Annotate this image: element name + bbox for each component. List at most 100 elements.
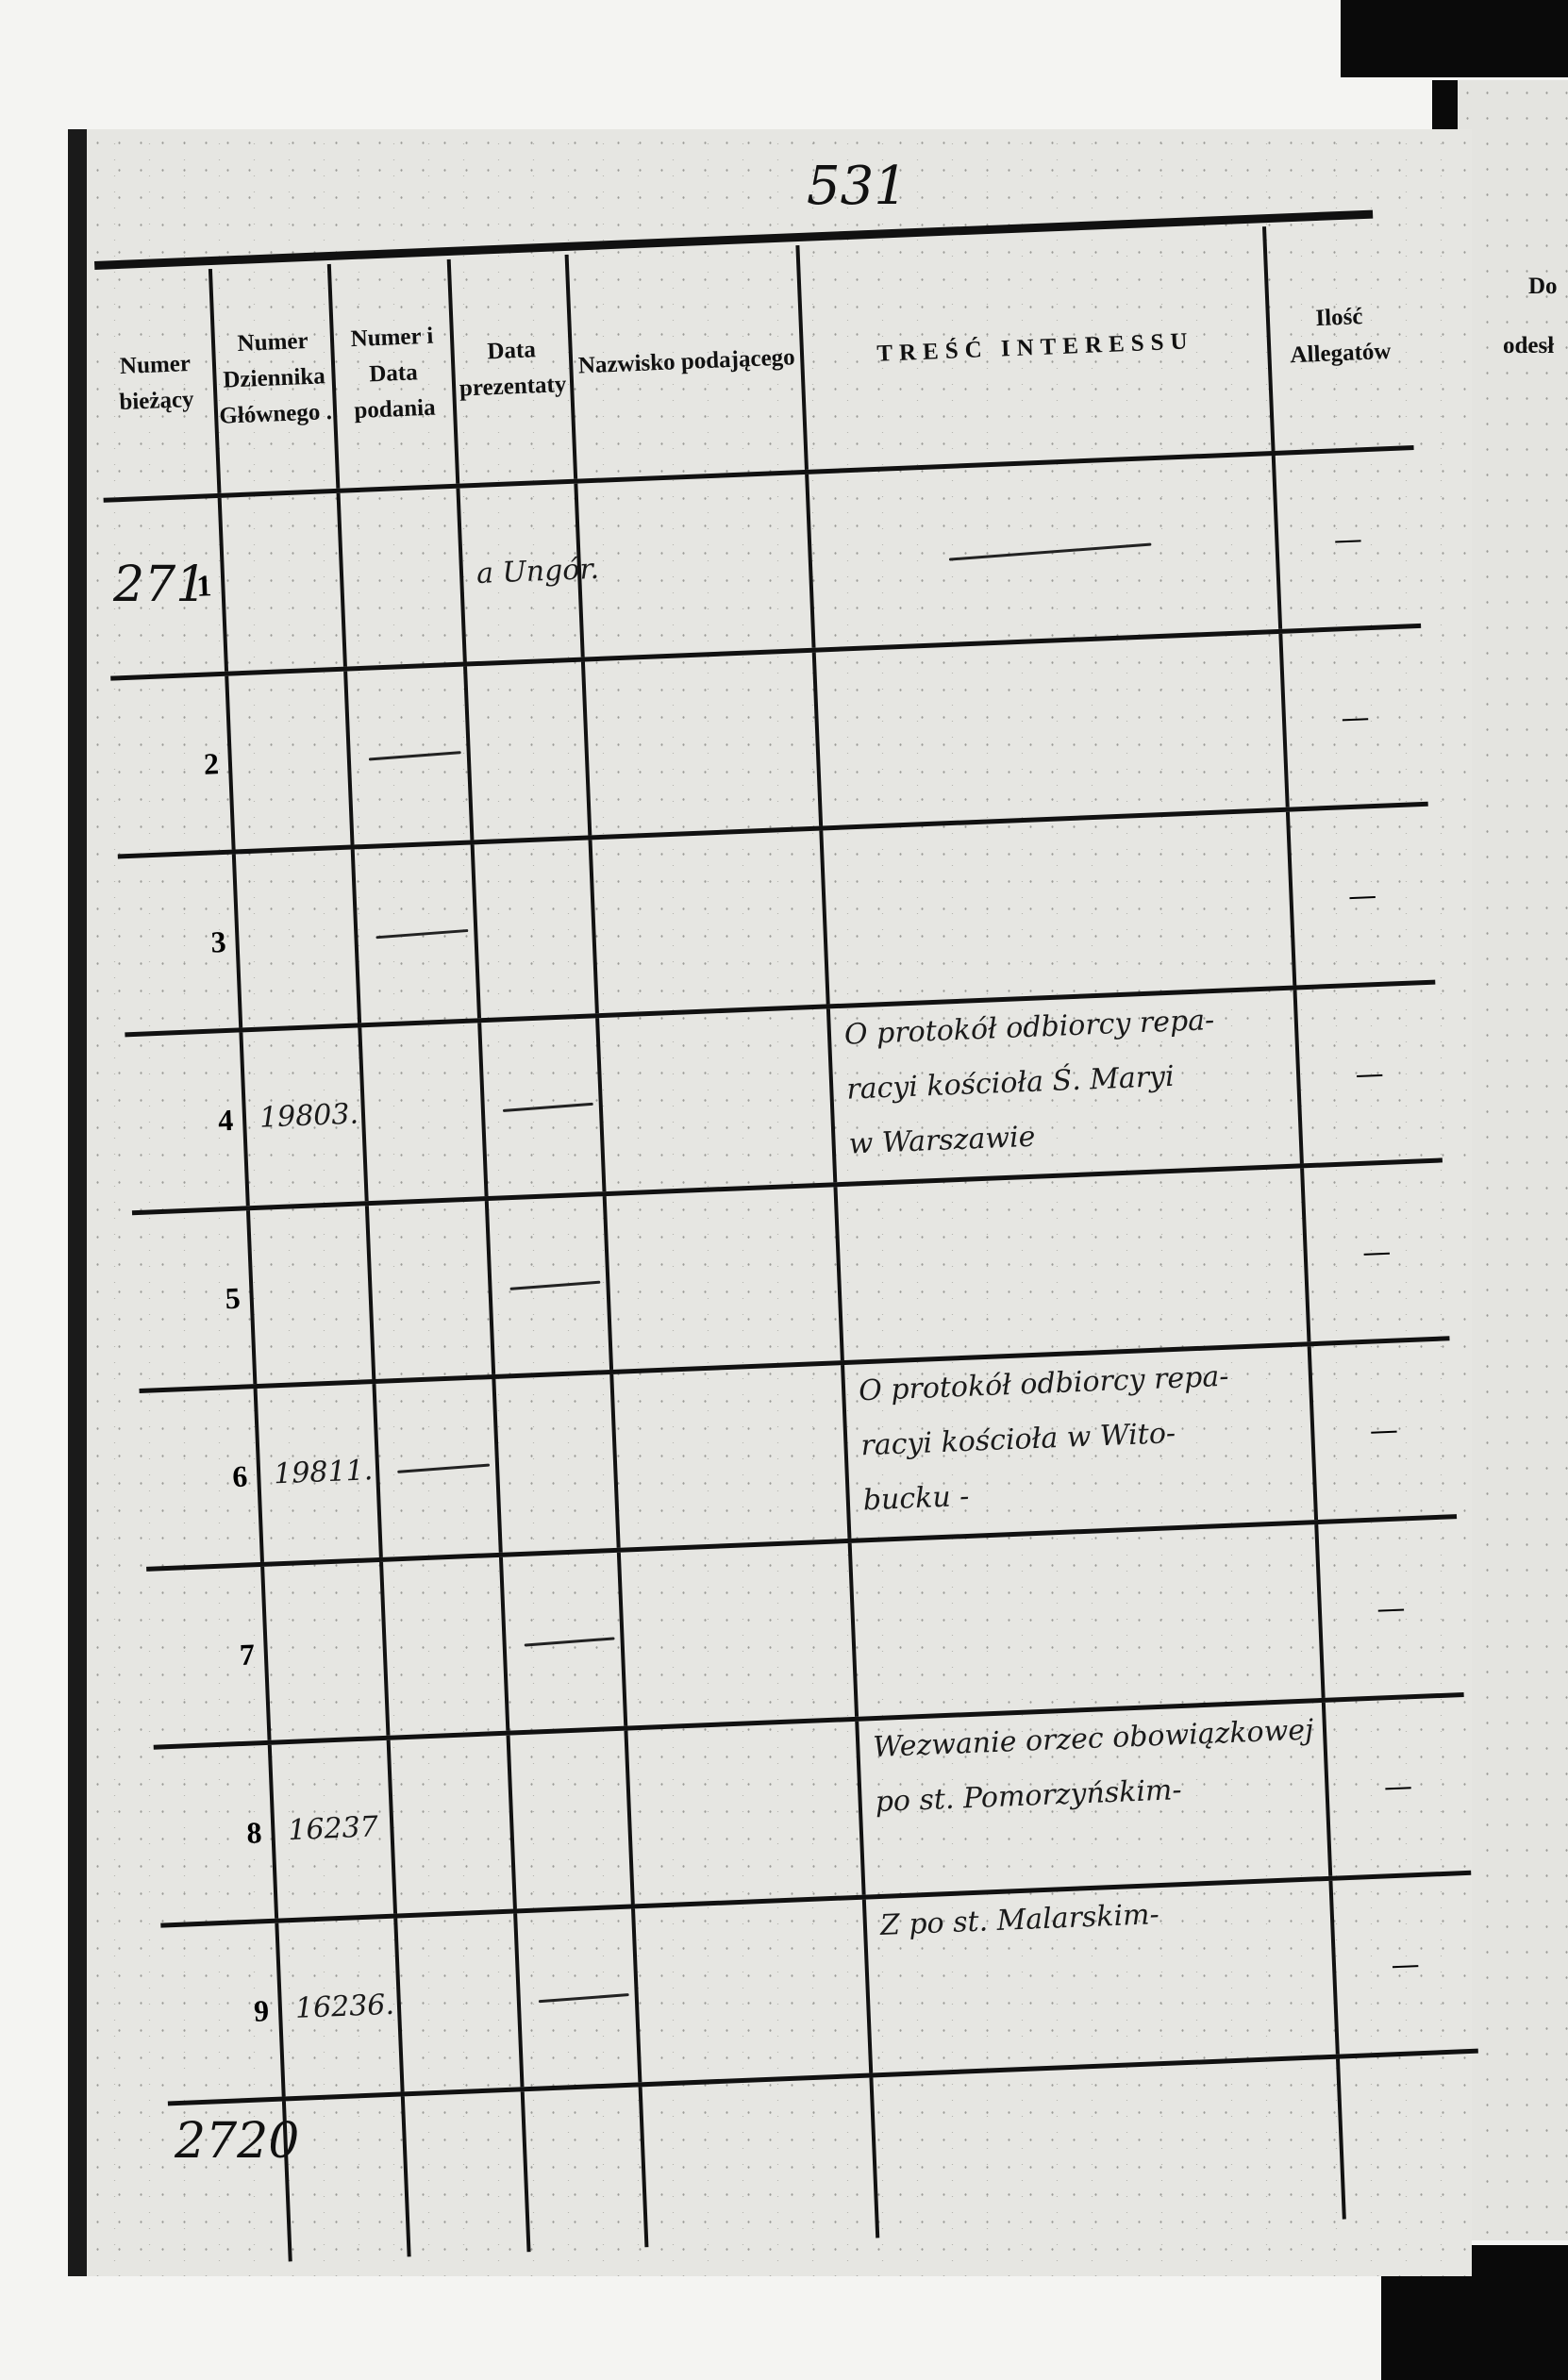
- cell-ilosc-allegatow: [1340, 2054, 1485, 2220]
- cell-value: 9: [253, 1992, 270, 2028]
- cell-numer-i-data-podania: [397, 1913, 525, 2092]
- cell-nazwisko-podajacego: [584, 652, 824, 836]
- header-numer-biezacy: Numer bieżący: [94, 268, 222, 498]
- header-ilosc-allegatow: Ilość Allegatów: [1289, 304, 1392, 369]
- scan-border-top-right: [1341, 0, 1568, 77]
- allegat-count: —: [1376, 1590, 1407, 1626]
- cell-numer-i-data-podania: [354, 844, 482, 1024]
- cell-nazwisko-podajacego: [613, 1365, 852, 1548]
- tresc-line: Z po st. Malarskim-: [879, 1898, 1160, 1942]
- cell-ilosc-allegatow: —: [1326, 1697, 1471, 1876]
- cell-data-prezentaty: [495, 1373, 621, 1553]
- cell-numer-i-data-podania: [390, 1735, 517, 1914]
- cell-numer-dziennika: [228, 671, 355, 850]
- allegat-count: —: [1390, 1947, 1421, 1982]
- cell-numer-biezacy: 8: [153, 1744, 279, 1923]
- cell-tresc-interessu: [873, 2058, 1346, 2239]
- cell-numer-dziennika: 19803.: [242, 1027, 369, 1207]
- cell-numer-i-data-podania: [375, 1378, 503, 1557]
- margin-note-last-entry: 2720: [175, 2113, 300, 2170]
- allegat-count: —: [1347, 878, 1377, 913]
- blank-dash: [369, 750, 462, 760]
- cell-numer-dziennika: [285, 2096, 411, 2262]
- cell-nazwisko-podajacego: [577, 474, 816, 657]
- cell-numer-i-data-podania: [368, 1201, 496, 1379]
- header-data-prezentaty: Data prezentaty: [450, 254, 578, 484]
- cell-ilosc-allegatow: —: [1311, 1340, 1457, 1520]
- cell-nazwisko-podajacego: [620, 1542, 859, 1726]
- allegat-count: —: [1369, 1413, 1399, 1448]
- cell-value: 4: [217, 1102, 234, 1137]
- cell-tresc-interessu: Wezwanie orzec obowiązkowej po st. Pomorz…: [859, 1702, 1333, 1895]
- blank-dash: [509, 1280, 602, 1290]
- allegat-count: —: [1340, 700, 1371, 735]
- cell-numer-i-data-podania: [340, 488, 467, 667]
- allegat-count: —: [1354, 1057, 1385, 1091]
- cell-numer-dziennika: [249, 1206, 376, 1385]
- cell-value: 19811.: [273, 1454, 374, 1491]
- tresc-line: w Warszawie: [847, 1120, 1037, 1161]
- cell-ilosc-allegatow: —: [1332, 1875, 1477, 2055]
- cell-value: 16237: [287, 1810, 379, 1848]
- cell-numer-i-data-podania: [347, 666, 475, 845]
- cell-value: 7: [239, 1636, 256, 1672]
- cell-data-prezentaty: [524, 2087, 649, 2253]
- cell-numer-biezacy: 6: [139, 1389, 264, 1567]
- cell-tresc-interessu: Z po st. Malarskim-: [865, 1880, 1340, 2073]
- allegat-count: —: [1383, 1769, 1413, 1804]
- tresc-line: po st. Pomorzyńskim-: [875, 1773, 1183, 1820]
- page-number: 531: [807, 156, 908, 217]
- cell-value: 8: [245, 1814, 263, 1850]
- cell-ilosc-allegatow: —: [1276, 450, 1421, 629]
- margin-note-first-entry: 271: [113, 557, 208, 613]
- cell-tresc-interessu: [823, 811, 1297, 1005]
- tresc-line: bucku -: [862, 1479, 970, 1518]
- cell-value: 5: [224, 1280, 242, 1315]
- tresc-line: racyi kościoła w Wito-: [859, 1417, 1176, 1463]
- header-numer-dziennika: Numer Dziennika Głównego .: [211, 263, 341, 493]
- cell-nazwisko-podajacego: [592, 830, 830, 1014]
- cell-numer-dziennika: 19811.: [257, 1383, 383, 1562]
- cell-numer-biezacy: 7: [146, 1566, 272, 1745]
- cell-ilosc-allegatow: —: [1318, 1519, 1463, 1698]
- cell-ilosc-allegatow: —: [1290, 807, 1435, 986]
- facing-page-header-top: Do: [1528, 274, 1558, 299]
- cell-numer-i-data-podania: [361, 1023, 489, 1202]
- cell-data-prezentaty: a Ungór.: [459, 483, 600, 662]
- cell-nazwisko-podajacego: [642, 2077, 880, 2248]
- cell-numer-biezacy: 3: [117, 854, 243, 1033]
- cell-numer-biezacy: 4: [125, 1032, 250, 1211]
- cell-numer-biezacy: 2: [110, 675, 236, 855]
- cell-tresc-interessu: [837, 1168, 1311, 1361]
- allegat-count: —: [1361, 1235, 1392, 1270]
- register-page: [68, 129, 1472, 2276]
- header-nazwisko-podajacego: Nazwisko podającego: [568, 244, 809, 479]
- cell-nazwisko-podajacego: [606, 1187, 844, 1370]
- cell-data-prezentaty: [467, 661, 592, 840]
- blank-dash: [503, 1102, 594, 1112]
- cell-data-prezentaty: [488, 1196, 614, 1374]
- cell-data-prezentaty: [509, 1730, 635, 1909]
- cell-numer-i-data-podania: [383, 1556, 510, 1736]
- cell-numer-dziennika: 16237: [271, 1739, 398, 1919]
- cell-tresc-interessu: O protokół odbiorcy repa-racyi kościoła …: [844, 1346, 1319, 1539]
- facing-page-header-bottom: odesł: [1503, 333, 1555, 358]
- cell-value: 6: [231, 1458, 248, 1493]
- cell-data-prezentaty: [474, 840, 599, 1019]
- cell-numer-biezacy: 9: [160, 1922, 286, 2102]
- cell-tresc-interessu: [815, 633, 1290, 826]
- blank-dash: [539, 1992, 630, 2003]
- cell-tresc-interessu: O protokół odbiorcy repa-racyi kościoła …: [829, 990, 1304, 1183]
- header-tresc-interessu: TREŚĆ INTERESSU: [799, 226, 1276, 470]
- cell-value: 3: [209, 924, 227, 959]
- cell-nazwisko-podajacego: [635, 1899, 874, 2083]
- cell-nazwisko-podajacego: [599, 1008, 838, 1192]
- blank-dash: [948, 542, 1152, 561]
- register-table: Numer bieżący Numer Dziennika Głównego . N…: [94, 221, 1485, 2267]
- cell-data-prezentaty: [481, 1018, 607, 1197]
- cell-numer-biezacy: 5: [132, 1210, 258, 1390]
- cell-ilosc-allegatow: —: [1297, 985, 1443, 1164]
- cell-ilosc-allegatow: —: [1282, 628, 1427, 807]
- cell-numer-dziennika: [264, 1561, 391, 1740]
- cell-data-prezentaty: [502, 1552, 628, 1731]
